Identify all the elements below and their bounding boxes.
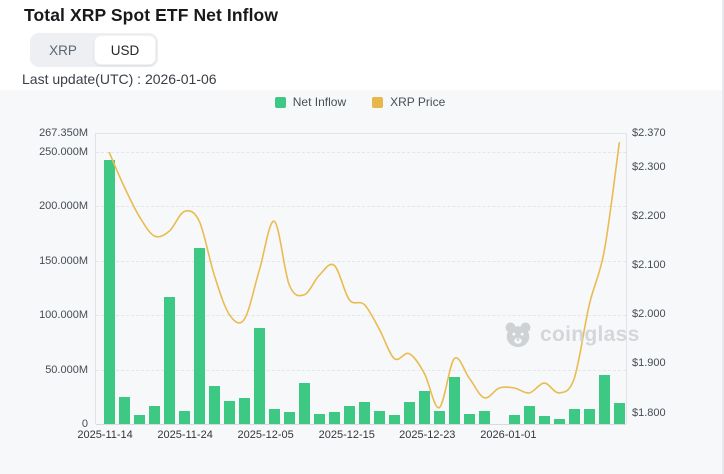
net-inflow-bar[interactable] <box>178 410 190 424</box>
left-axis-tick-label: 250.000M <box>39 145 88 158</box>
right-axis-tick-label: $2.370 <box>632 127 666 139</box>
net-inflow-bar[interactable] <box>298 382 310 424</box>
net-inflow-bar[interactable] <box>418 391 430 424</box>
left-axis-tick-label: 50.000M <box>45 363 88 376</box>
left-axis-tick-label: 100.000M <box>39 309 88 322</box>
plot-area[interactable] <box>95 133 627 425</box>
net-inflow-bar[interactable] <box>463 414 475 424</box>
gridline <box>96 133 626 134</box>
gridline <box>96 260 626 262</box>
net-inflow-bar[interactable] <box>118 396 130 424</box>
net-inflow-bar[interactable] <box>448 377 460 424</box>
net-inflow-bar[interactable] <box>553 418 565 424</box>
net-inflow-bar[interactable] <box>388 415 400 424</box>
net-inflow-bar[interactable] <box>508 415 520 424</box>
gridline <box>96 206 626 208</box>
xrp-price-line <box>108 142 621 409</box>
legend-label: XRP Price <box>390 95 446 109</box>
net-inflow-bar[interactable] <box>403 402 415 424</box>
net-inflow-bar[interactable] <box>343 405 355 424</box>
net-inflow-swatch-icon <box>274 96 286 108</box>
net-inflow-bar[interactable] <box>193 247 205 424</box>
gridline <box>96 315 626 317</box>
net-inflow-bar[interactable] <box>433 410 445 424</box>
right-axis-tick-label: $1.800 <box>632 406 666 419</box>
net-inflow-bar[interactable] <box>103 159 115 424</box>
left-axis-tick-label: 267.350M <box>39 127 88 139</box>
right-axis-tick-label: $1.900 <box>632 357 666 370</box>
page-title: Total XRP Spot ETF Net Inflow <box>24 5 279 25</box>
net-inflow-bar[interactable] <box>583 408 595 424</box>
page-right-border <box>722 0 724 474</box>
x-axis-tick-label: 2026-01-01 <box>480 429 537 441</box>
left-axis-tick-label: 0 <box>81 418 88 430</box>
chart-legend: Net Inflow XRP Price <box>95 95 625 109</box>
last-update-text: Last update(UTC) : 2026-01-06 <box>22 71 217 87</box>
net-inflow-bar[interactable] <box>283 412 295 424</box>
legend-item-net-inflow[interactable]: Net Inflow <box>274 95 347 109</box>
net-inflow-bar[interactable] <box>313 414 325 424</box>
x-axis-tick-label: 2025-11-24 <box>157 429 213 441</box>
gridline <box>96 424 626 425</box>
legend-label: Net Inflow <box>292 95 347 109</box>
net-inflow-bar[interactable] <box>568 408 580 424</box>
toggle-option-usd[interactable]: USD <box>94 35 156 65</box>
x-axis-tick-label: 2025-12-05 <box>237 429 294 441</box>
xrp-price-swatch-icon <box>372 96 384 108</box>
left-axis-tick-label: 200.000M <box>39 200 88 213</box>
right-axis-tick-label: $2.300 <box>632 161 666 174</box>
net-inflow-bar[interactable] <box>478 410 490 424</box>
net-inflow-bar[interactable] <box>163 296 175 424</box>
net-inflow-bar[interactable] <box>523 405 535 424</box>
currency-toggle: XRP USD <box>30 33 158 67</box>
net-inflow-bar[interactable] <box>148 405 160 424</box>
net-inflow-bar[interactable] <box>613 403 625 424</box>
x-axis-tick-label: 2025-12-23 <box>399 429 456 441</box>
right-axis-tick-label: $2.100 <box>632 259 666 272</box>
net-inflow-bar[interactable] <box>538 416 550 424</box>
legend-item-xrp-price[interactable]: XRP Price <box>372 95 445 109</box>
net-inflow-bar[interactable] <box>358 402 370 424</box>
left-axis-tick-label: 150.000M <box>39 254 88 267</box>
right-axis-tick-label: $2.200 <box>632 210 666 223</box>
gridline <box>96 369 626 371</box>
x-axis-tick-label: 2025-12-15 <box>318 429 375 441</box>
net-inflow-bar[interactable] <box>133 415 145 424</box>
net-inflow-bar[interactable] <box>598 375 610 424</box>
net-inflow-bar[interactable] <box>208 385 220 424</box>
net-inflow-bar[interactable] <box>253 328 265 424</box>
net-inflow-bar[interactable] <box>328 412 340 424</box>
net-inflow-bar[interactable] <box>268 408 280 424</box>
net-inflow-bar[interactable] <box>223 401 235 424</box>
net-inflow-bar[interactable] <box>373 410 385 424</box>
x-axis-tick-label: 2025-11-14 <box>77 429 133 441</box>
gridline <box>96 151 626 153</box>
toggle-option-xrp[interactable]: XRP <box>32 35 94 65</box>
net-inflow-bar[interactable] <box>238 397 250 424</box>
right-axis-tick-label: $2.000 <box>632 308 666 321</box>
